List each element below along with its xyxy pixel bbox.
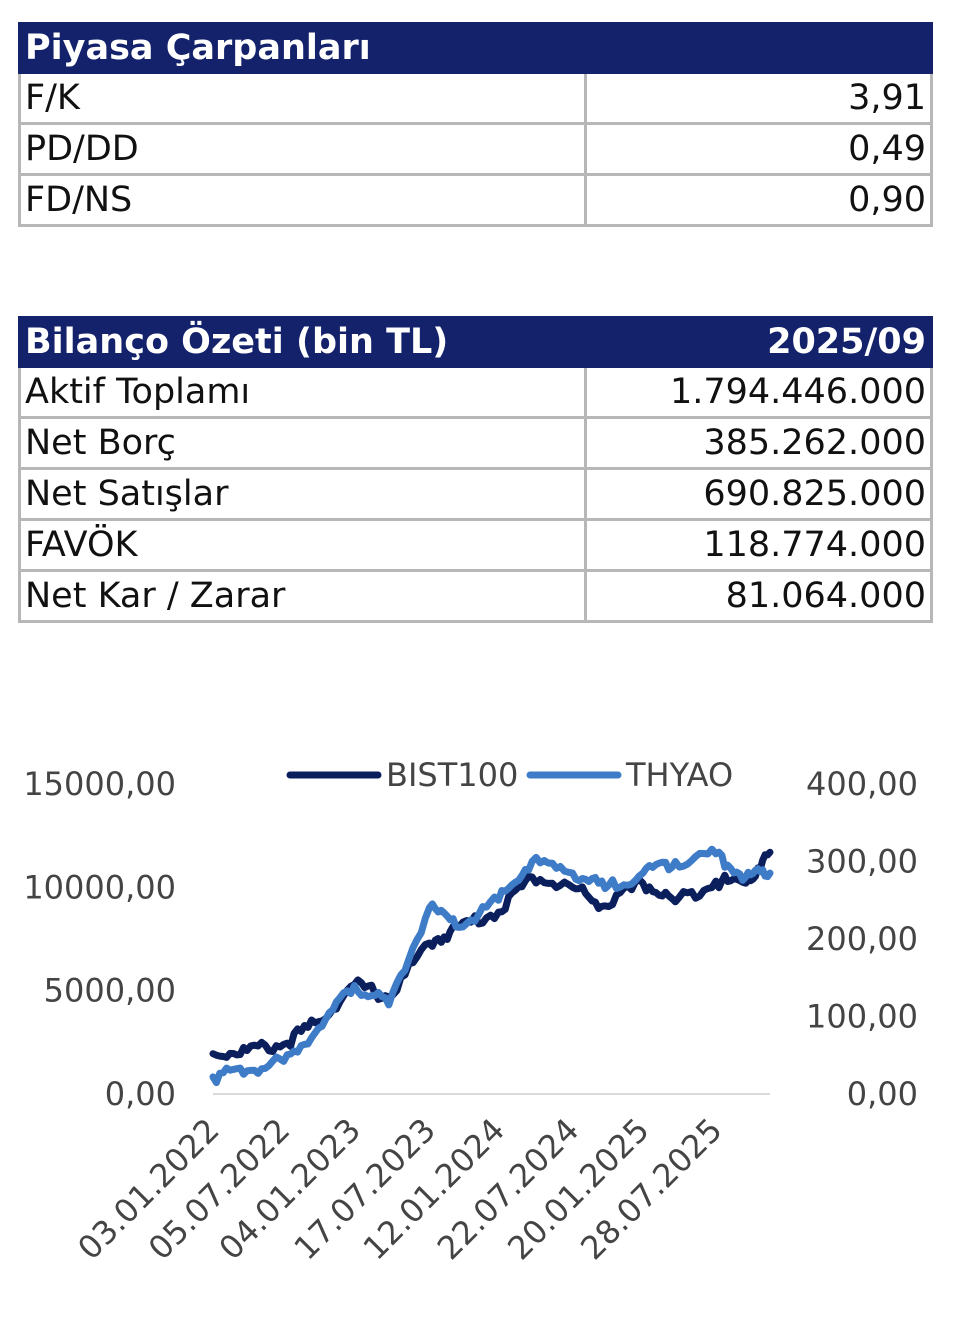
legend-label-thyao: THYAO bbox=[625, 756, 733, 794]
row-value: 81.064.000 bbox=[584, 569, 933, 623]
market-multiples-title: Piyasa Çarpanları bbox=[18, 22, 587, 74]
y-left-tick-label: 10000,00 bbox=[23, 868, 176, 906]
y-right-tick-label: 200,00 bbox=[806, 920, 918, 958]
balance-summary-title: Bilanço Özeti (bin TL) bbox=[18, 316, 587, 368]
row-value: 3,91 bbox=[584, 71, 933, 125]
table-row: Net Kar / Zarar 81.064.000 bbox=[18, 569, 933, 623]
table-row: FAVÖK 118.774.000 bbox=[18, 518, 933, 572]
row-value: 385.262.000 bbox=[584, 416, 933, 470]
table-row: PD/DD 0,49 bbox=[18, 122, 933, 176]
y-right-tick-label: 100,00 bbox=[806, 998, 918, 1036]
y-left-tick-label: 5000,00 bbox=[44, 972, 176, 1010]
market-multiples-table: Piyasa Çarpanları F/K 3,91 PD/DD 0,49 FD… bbox=[18, 22, 933, 227]
row-label: Net Satışlar bbox=[18, 467, 587, 521]
balance-summary-header: Bilanço Özeti (bin TL) 2025/09 bbox=[18, 316, 933, 368]
y-left-tick-label: 15000,00 bbox=[23, 765, 176, 803]
y-right-tick-label: 300,00 bbox=[806, 843, 918, 881]
series-line-thyao bbox=[209, 845, 774, 1087]
row-value: 1.794.446.000 bbox=[584, 365, 933, 419]
row-value: 0,49 bbox=[584, 122, 933, 176]
row-label: FAVÖK bbox=[18, 518, 587, 572]
row-label: Net Borç bbox=[18, 416, 587, 470]
row-label: Aktif Toplamı bbox=[18, 365, 587, 419]
table-row: F/K 3,91 bbox=[18, 71, 933, 125]
row-label: F/K bbox=[18, 71, 587, 125]
row-value: 690.825.000 bbox=[584, 467, 933, 521]
row-label: PD/DD bbox=[18, 122, 587, 176]
table-row: Net Satışlar 690.825.000 bbox=[18, 467, 933, 521]
table-row: FD/NS 0,90 bbox=[18, 173, 933, 227]
market-multiples-header-blank bbox=[584, 22, 933, 74]
balance-period: 2025/09 bbox=[584, 316, 933, 368]
y-right-tick-label: 0,00 bbox=[847, 1075, 918, 1113]
table-row: Aktif Toplamı 1.794.446.000 bbox=[18, 365, 933, 419]
balance-summary-table: Bilanço Özeti (bin TL) 2025/09 Aktif Top… bbox=[18, 316, 933, 623]
table-row: Net Borç 385.262.000 bbox=[18, 416, 933, 470]
price-chart: 0,00 5000,00 10000,00 15000,00 0,00 100,00 200… bbox=[23, 756, 918, 1267]
row-value: 118.774.000 bbox=[584, 518, 933, 572]
market-multiples-header: Piyasa Çarpanları bbox=[18, 22, 933, 74]
series-line-bist100 bbox=[209, 848, 774, 1061]
row-label: Net Kar / Zarar bbox=[18, 569, 587, 623]
row-value: 0,90 bbox=[584, 173, 933, 227]
legend-label-bist100: BIST100 bbox=[386, 756, 518, 794]
y-right-tick-label: 400,00 bbox=[806, 765, 918, 803]
y-left-tick-label: 0,00 bbox=[105, 1075, 176, 1113]
row-label: FD/NS bbox=[18, 173, 587, 227]
